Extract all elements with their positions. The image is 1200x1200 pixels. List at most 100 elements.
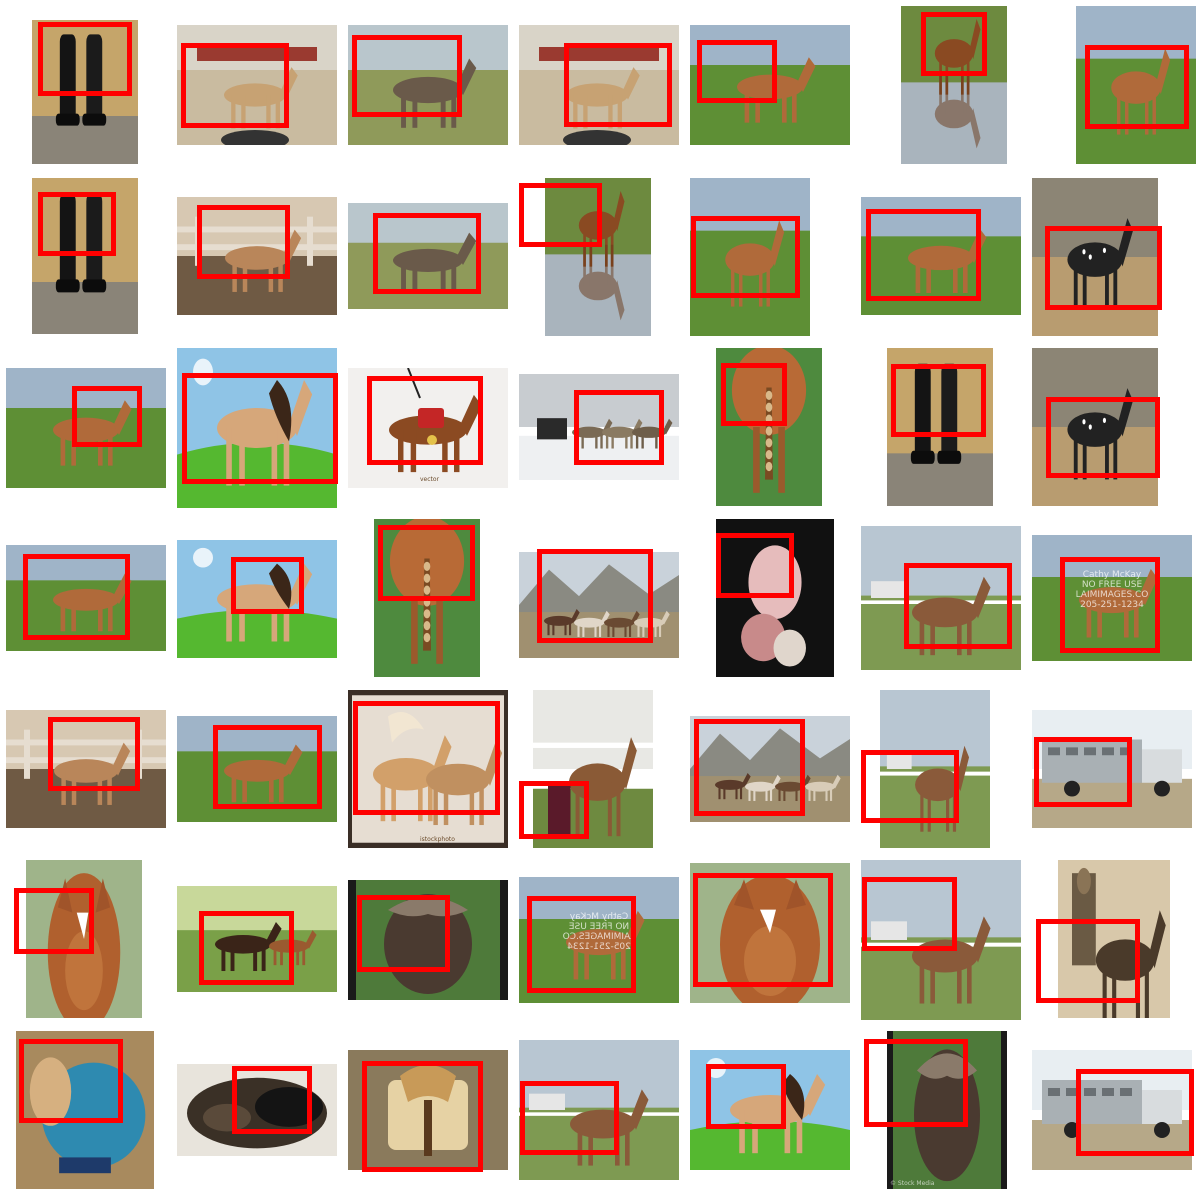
highlight-box — [231, 557, 304, 614]
thumbnail-image — [6, 545, 166, 651]
thumbnail-chestnut-pony-grazing[interactable] — [6, 545, 166, 651]
thumbnail-roan-horse[interactable] — [880, 690, 990, 848]
thumbnail-image — [519, 552, 679, 658]
watermark-text: Cathy McKay NO FREE USE LAIMIMAGES.CO 205-2… — [519, 912, 679, 952]
grid-cell — [513, 0, 684, 1200]
grid-cell — [171, 0, 342, 1200]
thumbnail-horse-watermark-mirrored[interactable]: Cathy McKay NO FREE USE LAIMIMAGES.CO 205-2… — [519, 877, 679, 1003]
grid-cell: © Stock Media — [855, 0, 1026, 1200]
highlight-box — [716, 533, 794, 598]
highlight-box — [353, 701, 500, 815]
highlight-box — [367, 376, 483, 465]
thumbnail-chestnut-pony-grazing[interactable] — [177, 716, 337, 822]
thumbnail-pinto-horse-grazing[interactable] — [6, 368, 166, 488]
grid-cell — [513, 0, 684, 1200]
thumbnail-image — [1032, 535, 1192, 661]
thumbnail-image — [177, 540, 337, 658]
grid-cell — [1026, 0, 1197, 1200]
thumbnail-braided-tail[interactable] — [374, 519, 480, 677]
thumbnail-vintage-rider-photo[interactable] — [1058, 860, 1170, 1018]
thumbnail-foal-closeup[interactable] — [716, 519, 834, 677]
thumbnail-chestnut-horse-reflection[interactable] — [901, 6, 1007, 164]
highlight-box — [352, 35, 462, 117]
thumbnail-horse-trailer-truck[interactable] — [1032, 710, 1192, 828]
thumbnail-dun-horse-paddock[interactable] — [177, 25, 337, 145]
thumbnail-horse-head-sculpture[interactable]: © Stock Media — [887, 1031, 1007, 1189]
thumbnail-image — [1032, 348, 1158, 506]
thumbnail-image — [519, 1040, 679, 1180]
thumbnail-image — [32, 20, 138, 164]
thumbnail-horses-tied-fence[interactable] — [861, 860, 1021, 1020]
grid-cell — [1026, 0, 1197, 1200]
thumbnail-palomino-horse[interactable] — [1076, 6, 1196, 164]
highlight-box — [862, 877, 957, 951]
thumbnail-horse-trailer-truck[interactable] — [1032, 1050, 1192, 1170]
thumbnail-dark-pony-portrait[interactable] — [348, 880, 508, 1000]
thumbnail-palomino-horses-rearing[interactable]: istockphoto — [348, 690, 508, 848]
grid-cell — [855, 0, 1026, 1200]
thumbnail-palomino-horse-grazing[interactable] — [861, 197, 1021, 315]
thumbnail-pony-mane-closeup[interactable] — [690, 863, 850, 1003]
thumbnail-image — [690, 1050, 850, 1170]
thumbnail-image — [716, 519, 834, 677]
grid-cell — [342, 0, 513, 1200]
thumbnail-horse-at-rail[interactable] — [533, 690, 653, 848]
thumbnail-black-appaloosa-horse[interactable] — [1032, 348, 1158, 506]
highlight-box — [721, 363, 787, 426]
thumbnail-western-saddle[interactable] — [348, 1050, 508, 1170]
thumbnail-buckskin-horse-ranch[interactable] — [519, 1040, 679, 1180]
image-tag-text: vector — [420, 476, 440, 483]
thumbnail-cartoon-horse[interactable] — [690, 1050, 850, 1170]
thumbnail-braided-tail[interactable] — [716, 348, 822, 506]
thumbnail-horse-watermark[interactable]: Cathy McKay NO FREE USE LAIMIMAGES.CO 205-2… — [1032, 535, 1192, 661]
thumbnail-palomino-horse-grazing[interactable] — [690, 178, 810, 336]
thumbnail-pony-in-blanket[interactable] — [16, 1031, 154, 1189]
highlight-box — [694, 719, 805, 816]
thumbnail-grey-draft-horse[interactable] — [348, 25, 508, 145]
thumbnail-image — [32, 178, 138, 334]
watermark-line: Cathy McKay — [569, 912, 629, 923]
thumbnail-black-appaloosa-horse[interactable] — [1032, 178, 1158, 336]
thumbnail-image — [6, 710, 166, 828]
highlight-box — [904, 563, 1012, 649]
watermark-text: Cathy McKay NO FREE USE LAIMIMAGES.CO 205-2… — [1032, 570, 1192, 610]
thumbnail-mare-and-foal[interactable] — [177, 886, 337, 992]
thumbnail-pack-horses-mountains[interactable] — [519, 552, 679, 658]
highlight-box — [891, 364, 986, 437]
grid-cell — [855, 0, 1026, 1200]
grid-cell — [855, 0, 1026, 1200]
thumbnail-cartoon-horse-mane[interactable] — [177, 540, 337, 658]
thumbnail-dun-horse-paddock[interactable] — [519, 25, 679, 145]
highlight-box — [519, 781, 589, 839]
grid-cell — [513, 0, 684, 1200]
highlight-box — [362, 1061, 483, 1172]
thumbnail-quarter-horse-field[interactable] — [861, 526, 1021, 670]
grid-cell: vector — [342, 0, 513, 1200]
thumbnail-image — [177, 25, 337, 145]
thumbnail-riding-boots[interactable] — [887, 348, 993, 506]
thumbnail-chestnut-horse-head[interactable] — [26, 860, 142, 1018]
thumbnail-image — [374, 519, 480, 677]
thumbnail-paint-horse-grazing[interactable] — [348, 203, 508, 309]
thumbnail-image — [690, 178, 810, 336]
thumbnail-cartoon-pony[interactable] — [177, 348, 337, 508]
thumbnail-foal-lying-down[interactable] — [177, 1064, 337, 1156]
thumbnail-riding-boots[interactable] — [32, 20, 138, 164]
thumbnail-pack-horses-mountains[interactable] — [690, 716, 850, 822]
thumbnail-draft-horse-team-sleigh[interactable] — [519, 374, 679, 480]
thumbnail-image — [177, 348, 337, 508]
highlight-box — [574, 390, 664, 465]
thumbnail-buckskin-horse-fence[interactable] — [177, 197, 337, 315]
thumbnail-riding-boots[interactable] — [32, 178, 138, 334]
thumbnail-image — [545, 178, 651, 336]
grid-cell: Cathy McKay NO FREE USE LAIMIMAGES.CO 205-2… — [1026, 0, 1197, 1200]
thumbnail-plush-toy-horse[interactable]: vector — [348, 368, 508, 488]
highlight-box — [537, 549, 653, 643]
thumbnail-buckskin-horse-fence[interactable] — [6, 710, 166, 828]
thumbnail-chestnut-horse-reflection[interactable] — [545, 178, 651, 336]
thumbnail-pinto-horse-grazing[interactable] — [690, 25, 850, 145]
grid-cell — [684, 0, 855, 1200]
watermark-line: NO FREE USE — [568, 922, 630, 933]
grid-cell — [513, 0, 684, 1200]
thumbnail-image — [348, 880, 508, 1000]
